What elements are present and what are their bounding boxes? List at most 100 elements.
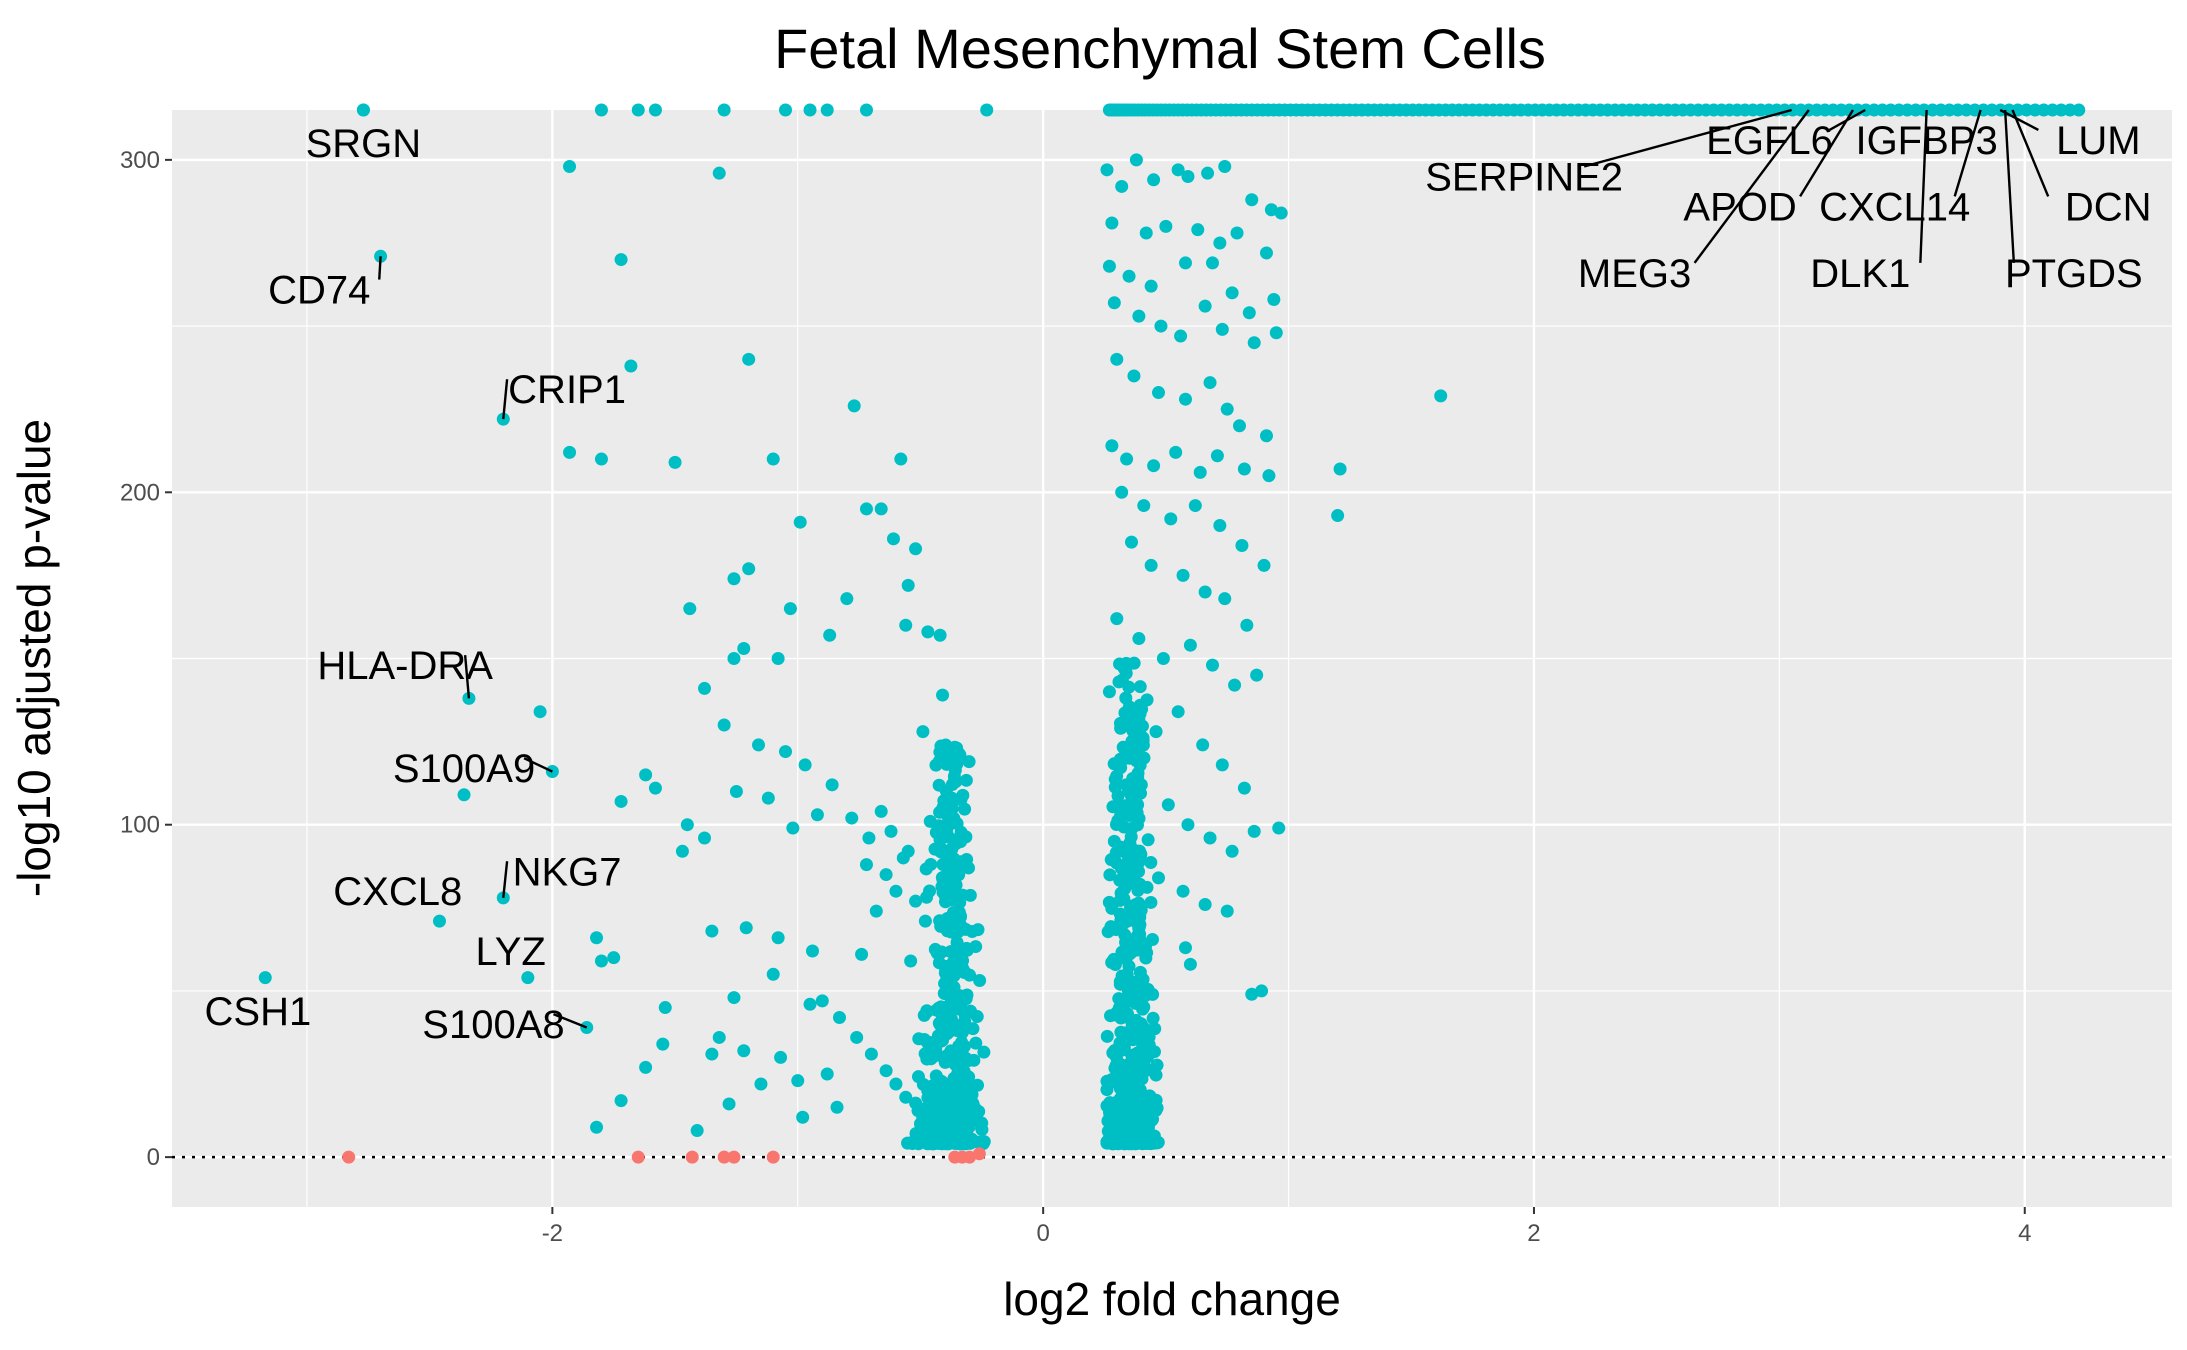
point-not-significant <box>766 1150 780 1164</box>
point-significant <box>786 821 800 835</box>
point-significant <box>1117 892 1131 906</box>
point-significant <box>1110 612 1124 626</box>
point-significant <box>959 922 973 936</box>
point-significant <box>864 1047 878 1061</box>
gene-label: LUM <box>2056 119 2140 163</box>
label-connector <box>523 757 553 773</box>
point-significant <box>793 515 807 529</box>
point-significant <box>921 625 935 639</box>
point-significant <box>1205 658 1219 672</box>
point-significant <box>1100 163 1114 177</box>
point-significant <box>752 738 766 752</box>
point-significant <box>1112 992 1126 1006</box>
point-significant <box>1331 509 1345 523</box>
x-tick-label: -2 <box>542 1220 563 1247</box>
point-significant <box>727 572 741 586</box>
gene-label: HLA-DRA <box>317 644 493 688</box>
point-significant <box>1171 163 1185 177</box>
point-significant <box>899 618 913 632</box>
point-not-significant <box>717 1150 731 1164</box>
label-connector <box>553 1013 588 1029</box>
point-significant <box>1137 499 1151 513</box>
point-significant <box>1118 1101 1132 1115</box>
point-significant <box>791 1074 805 1088</box>
gene-label: APOD <box>1683 185 1796 229</box>
point-significant <box>1133 927 1147 941</box>
label-connector <box>2011 109 2050 197</box>
point-significant <box>563 445 577 459</box>
point-significant <box>840 592 854 606</box>
point-significant <box>1113 977 1127 991</box>
gene-label: NKG7 <box>513 850 622 894</box>
point-significant <box>1147 173 1161 187</box>
point-significant <box>727 991 741 1005</box>
point-significant <box>941 1103 955 1117</box>
point-significant <box>1176 568 1190 582</box>
point-significant-capped <box>356 103 370 117</box>
gene-label: SRGN <box>306 122 422 166</box>
point-significant <box>1107 296 1121 310</box>
point-significant <box>1141 1050 1155 1064</box>
point-significant <box>1144 895 1158 909</box>
gene-label: CD74 <box>268 269 370 313</box>
label-connector <box>1693 109 1810 264</box>
point-significant <box>1138 989 1152 1003</box>
point-significant <box>965 1106 979 1120</box>
point-significant <box>1102 685 1116 699</box>
point-significant <box>975 1135 989 1149</box>
point-significant <box>432 914 446 928</box>
point-significant <box>1126 979 1140 993</box>
point-significant <box>904 954 918 968</box>
point-significant <box>1117 820 1131 834</box>
point-significant <box>977 1045 991 1059</box>
point-significant <box>1198 299 1212 313</box>
label-connector <box>378 256 382 280</box>
point-significant <box>1121 1058 1135 1072</box>
point-significant <box>563 160 577 174</box>
point-significant <box>879 868 893 882</box>
point-significant <box>1178 392 1192 406</box>
point-significant <box>825 778 839 792</box>
gene-label: CRIP1 <box>508 368 626 412</box>
point-significant <box>754 1077 768 1091</box>
point-significant <box>729 784 743 798</box>
point-significant <box>739 921 753 935</box>
point-significant <box>935 1085 949 1099</box>
gene-label: S100A9 <box>393 747 535 791</box>
point-significant <box>954 1136 968 1150</box>
point-significant <box>1178 256 1192 270</box>
x-tick-label: 4 <box>2018 1220 2031 1247</box>
point-significant <box>859 858 873 872</box>
point-significant <box>1164 512 1178 526</box>
point-significant <box>1141 833 1155 847</box>
point-significant <box>590 1120 604 1134</box>
point-significant <box>1128 727 1142 741</box>
point-significant <box>1122 711 1136 725</box>
point-significant <box>1115 179 1129 193</box>
point-significant <box>923 884 937 898</box>
point-significant <box>590 931 604 945</box>
point-significant <box>1132 632 1146 646</box>
point-significant <box>953 910 967 924</box>
point-significant <box>639 1060 653 1074</box>
point-significant <box>862 831 876 845</box>
point-significant <box>960 988 974 1002</box>
point-significant <box>675 844 689 858</box>
point-significant <box>774 1050 788 1064</box>
grid-lines <box>172 110 2172 1207</box>
point-significant <box>1100 1074 1114 1088</box>
point-significant <box>1110 1112 1124 1126</box>
point-significant <box>1269 326 1283 340</box>
point-significant <box>855 947 869 961</box>
point-significant <box>648 781 662 795</box>
point-significant <box>850 1030 864 1044</box>
point-not-significant <box>972 1147 986 1161</box>
axis-ticks: -2 0 2 4 0 100 200 300 <box>120 147 2031 1247</box>
label-connector <box>1919 109 1928 263</box>
point-significant <box>1139 951 1153 965</box>
point-significant <box>1274 206 1288 220</box>
point-significant <box>1333 462 1347 476</box>
point-significant <box>1178 941 1192 955</box>
point-significant <box>945 893 959 907</box>
gene-label: CXCL14 <box>1819 185 1970 229</box>
